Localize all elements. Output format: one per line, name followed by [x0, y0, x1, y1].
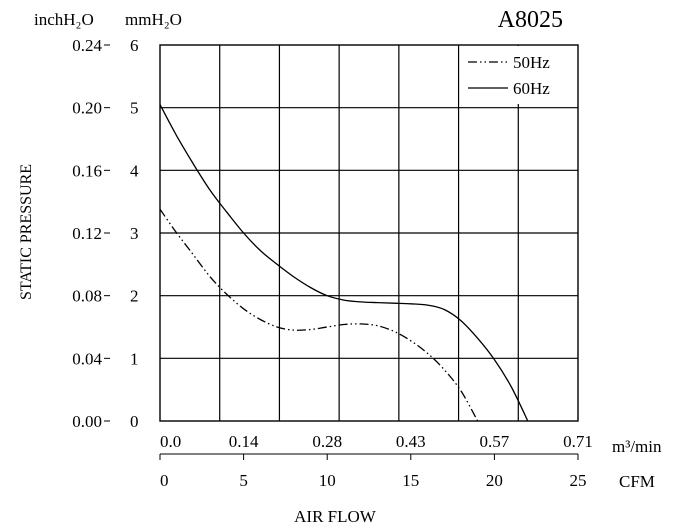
x-tick-label-cmm: 0.14 [229, 432, 259, 451]
x-tick-label-cmm: 0.28 [312, 432, 342, 451]
y-tick-label-mm: 1 [130, 349, 139, 368]
plot-frame [159, 44, 579, 422]
x-tick-label-cfm: 15 [402, 471, 419, 490]
x-axis-cmm: 0.0 0.14 0.28 0.43 0.57 0.71 [160, 432, 593, 455]
x-tick-label-cfm: 10 [319, 471, 336, 490]
series-line-50hz [159, 208, 479, 422]
legend: 50Hz 60Hz [468, 53, 550, 98]
x-tick-label-cmm: 0.43 [396, 432, 426, 451]
legend-box [462, 46, 576, 104]
y-tick-label-inch: 0.24 [72, 36, 102, 55]
y-tick-label-inch: 0.08 [72, 287, 102, 306]
x-tick-label-cfm: 5 [239, 471, 248, 490]
series-line-60hz [159, 104, 529, 422]
y-axis-label: STATIC PRESSURE [18, 164, 35, 300]
legend-label: 60Hz [513, 79, 550, 98]
x-tick-label-cmm: 0.71 [563, 432, 593, 451]
x-unit-cmm: m³/min [612, 437, 662, 456]
y-tick-label-mm: 3 [130, 224, 139, 243]
left-axis-unit: inchH₂O [34, 10, 94, 29]
chart-title: A8025 [498, 7, 563, 33]
x-tick-label-cmm: 0.0 [160, 432, 181, 451]
y-tick-label-mm: 6 [130, 36, 139, 55]
y-tick-label-mm: 4 [130, 161, 139, 180]
plot-grid [160, 45, 578, 421]
x-tick-label-cfm: 0 [160, 471, 169, 490]
y-tick-label-inch: 0.00 [72, 412, 102, 431]
y-tick-label-inch: 0.12 [72, 224, 102, 243]
x-tick-label-cfm: 20 [486, 471, 503, 490]
y-tick-label-mm: 2 [130, 287, 139, 306]
x-axis-label: AIR FLOW [294, 507, 377, 526]
legend-label: 50Hz [513, 53, 550, 72]
x-axis-cfm: 0 5 10 15 20 25 [159, 454, 587, 490]
y-tick-label-mm: 5 [130, 99, 139, 118]
y-axis-left: 0.00 0.04 0.08 0.12 0.16 0.20 0.24 [72, 36, 110, 431]
right-axis-unit: mmH₂O [125, 10, 182, 29]
y-tick-label-inch: 0.16 [72, 161, 102, 180]
y-tick-label-mm: 0 [130, 412, 139, 431]
series-lines [159, 104, 529, 422]
y-axis-right: 0 1 2 3 4 5 6 [130, 36, 139, 431]
y-tick-label-inch: 0.20 [72, 99, 102, 118]
x-unit-cfm: CFM [619, 472, 655, 491]
x-tick-label-cfm: 25 [570, 471, 587, 490]
y-tick-label-inch: 0.04 [72, 349, 102, 368]
x-tick-label-cmm: 0.57 [480, 432, 510, 451]
